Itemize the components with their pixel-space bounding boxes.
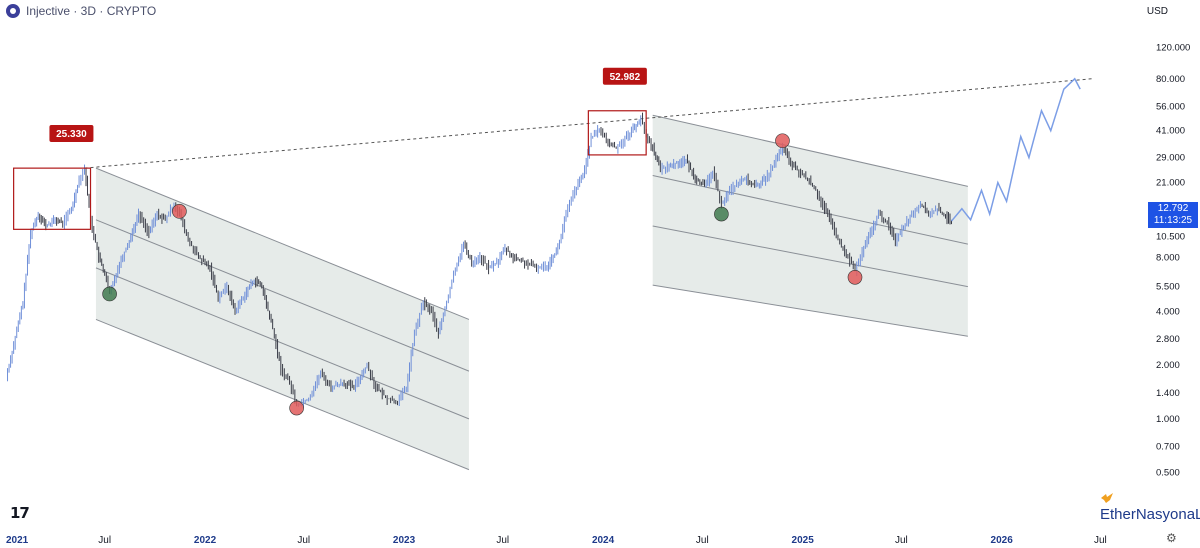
settings-icon[interactable]: ⚙ — [1166, 531, 1177, 545]
x-tick-label: Jul — [297, 535, 310, 546]
y-tick-label: 8.000 — [1156, 252, 1180, 263]
channel-line-2-bottom — [652, 284, 968, 337]
y-tick-label: 21.000 — [1156, 178, 1185, 189]
injective-icon — [6, 4, 20, 18]
x-tick-label: 2026 — [991, 535, 1014, 546]
channel-line-1-top — [95, 167, 470, 320]
x-tick-label: Jul — [895, 535, 908, 546]
channel-line-1-line2 — [95, 267, 470, 420]
author-name: EtherNasyonaL — [1100, 506, 1200, 523]
peak-label-bg-2 — [602, 67, 647, 85]
symbol-header[interactable]: Injective · 3D · CRYPTO — [6, 4, 156, 18]
bar-countdown: 11:13:25 — [1153, 215, 1193, 226]
y-tick-label: 2.000 — [1156, 360, 1180, 371]
x-tick-label: Jul — [696, 535, 709, 546]
symbol-title: Injective · 3D · CRYPTO — [26, 4, 157, 18]
channel-line-2-top — [652, 114, 968, 187]
x-tick-label: 2023 — [393, 535, 416, 546]
x-tick-label: 2024 — [592, 535, 615, 546]
candles — [7, 112, 953, 409]
y-tick-label: 5.500 — [1156, 282, 1180, 293]
green-marker-4 — [714, 206, 729, 222]
channel-fill-1 — [95, 168, 469, 470]
y-tick-label: 1.400 — [1156, 388, 1180, 399]
y-tick-label: 80.000 — [1156, 74, 1185, 85]
y-tick-label: 0.500 — [1156, 468, 1180, 479]
peak-label-bg-1 — [49, 125, 94, 143]
y-tick-label: 10.500 — [1156, 231, 1185, 242]
y-tick-label: 4.000 — [1156, 306, 1180, 317]
x-tick-label: 2022 — [194, 535, 217, 546]
channel-line-1-bottom — [95, 319, 470, 471]
y-tick-label: 41.000 — [1156, 126, 1185, 137]
channel-line-2-line2 — [652, 225, 968, 288]
projection-path — [950, 77, 1081, 222]
tradingview-logo[interactable]: 17 — [10, 504, 30, 522]
channel-line-1-line1 — [95, 219, 470, 372]
last-price: 12.792 — [1157, 203, 1189, 214]
highlight-box-2 — [587, 110, 647, 156]
last-price-tag: 12.792 11:13:25 — [1148, 202, 1198, 228]
red-marker-3 — [289, 400, 304, 416]
currency-label[interactable]: USD — [1146, 6, 1168, 17]
x-tick-label: Jul — [496, 535, 509, 546]
y-tick-label: 56.000 — [1156, 101, 1185, 112]
peak-label-2: 52.982 — [610, 72, 641, 83]
channel-line-2-line1 — [652, 175, 968, 245]
peak-label-1: 25.330 — [56, 129, 87, 140]
x-tick-label: 2025 — [792, 535, 815, 546]
y-tick-label: 0.700 — [1156, 442, 1180, 453]
y-tick-label: 1.000 — [1156, 414, 1180, 425]
y-tick-label: 2.800 — [1156, 334, 1180, 345]
green-marker-1 — [102, 286, 117, 302]
highlight-box-1 — [13, 167, 92, 230]
red-marker-6 — [847, 269, 863, 285]
bird-icon — [1101, 493, 1113, 503]
y-tick-label: 29.000 — [1156, 153, 1185, 164]
y-tick-label: 120.000 — [1156, 42, 1190, 53]
channel-fill-2 — [652, 115, 968, 337]
red-marker-5 — [775, 133, 790, 149]
red-marker-2 — [172, 204, 187, 219]
x-tick-label: 2021 — [6, 535, 29, 546]
x-tick-label: Jul — [98, 535, 111, 546]
x-tick-label: Jul — [1094, 535, 1107, 546]
